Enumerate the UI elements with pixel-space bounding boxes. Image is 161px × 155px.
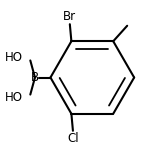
Text: HO: HO <box>5 51 23 64</box>
Text: Cl: Cl <box>67 132 79 145</box>
Text: HO: HO <box>5 91 23 104</box>
Text: Br: Br <box>63 10 76 23</box>
Text: B: B <box>31 71 39 84</box>
